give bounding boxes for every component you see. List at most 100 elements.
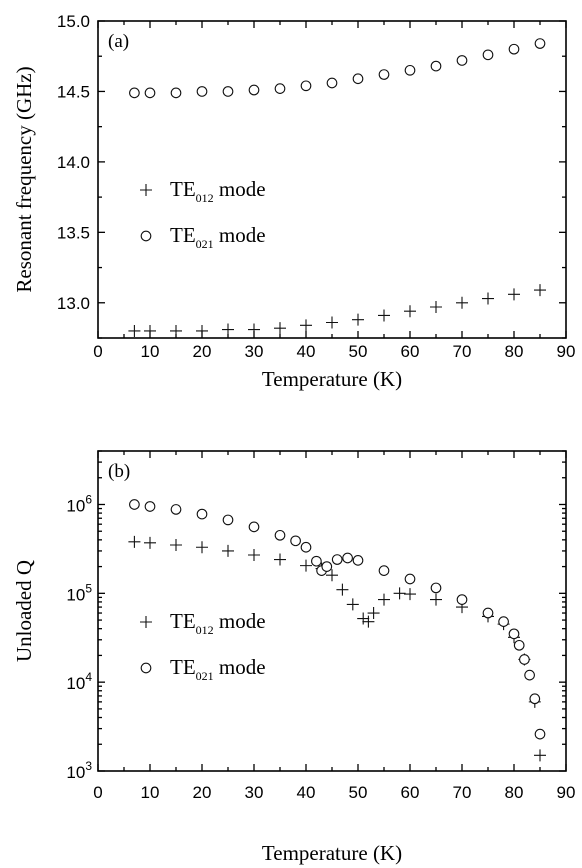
data-point — [222, 323, 234, 336]
data-point — [534, 728, 546, 740]
data-point — [534, 284, 546, 297]
y-tick-label: 13.0 — [57, 294, 90, 313]
data-point — [529, 693, 541, 705]
x-tick-label: 60 — [401, 783, 420, 802]
y-tick-label: 14.0 — [57, 153, 90, 172]
x-tick-label: 40 — [297, 783, 316, 802]
x-tick-label: 10 — [141, 342, 160, 361]
data-point — [274, 529, 286, 541]
data-point — [222, 86, 234, 97]
x-tick-label: 0 — [93, 783, 102, 802]
data-point — [456, 55, 468, 66]
data-point — [326, 316, 338, 329]
data-point — [331, 554, 343, 565]
data-point — [300, 541, 312, 553]
data-point — [346, 598, 359, 611]
y-tick-label: 13.5 — [57, 223, 90, 242]
x-tick-label: 70 — [453, 783, 472, 802]
data-point — [144, 324, 156, 337]
y-tick-label: 15.0 — [57, 12, 90, 31]
data-point — [456, 594, 468, 605]
data-point — [248, 521, 260, 533]
data-point — [144, 87, 156, 99]
data-point — [357, 612, 370, 625]
series-plus — [128, 535, 546, 762]
x-tick-label: 90 — [557, 783, 576, 802]
legend-marker — [140, 662, 152, 674]
y-axis-label: Unloaded Q — [12, 560, 36, 662]
data-point — [456, 296, 468, 309]
x-tick-label: 20 — [193, 342, 212, 361]
data-point — [248, 84, 260, 96]
y-tick-label: 103 — [66, 759, 92, 782]
plot-frame — [97, 450, 567, 772]
data-point — [378, 69, 390, 80]
panel-label: (b) — [108, 461, 130, 482]
series-circle — [129, 499, 546, 740]
y-axis-label: Resonant frequency (GHz) — [12, 66, 36, 292]
data-point — [311, 555, 322, 567]
data-point — [534, 38, 546, 49]
series-plus — [128, 284, 546, 337]
data-point — [196, 324, 208, 337]
data-point — [404, 64, 416, 76]
x-tick-label: 70 — [453, 342, 472, 361]
data-point — [513, 639, 525, 651]
data-point — [300, 80, 312, 92]
x-tick-label: 10 — [141, 783, 160, 802]
data-point — [321, 561, 333, 572]
data-point — [362, 615, 375, 628]
x-tick-label: 90 — [557, 342, 576, 361]
data-point — [326, 77, 338, 89]
data-point — [222, 544, 234, 557]
y-tick-label: 105 — [66, 581, 92, 604]
x-tick-label: 30 — [245, 783, 264, 802]
x-tick-label: 80 — [505, 342, 524, 361]
x-tick-label: 60 — [401, 342, 420, 361]
data-point — [170, 504, 182, 515]
data-point — [430, 301, 442, 314]
data-point — [170, 324, 182, 337]
data-point — [290, 535, 301, 547]
data-point — [274, 322, 286, 335]
data-point — [248, 549, 260, 562]
legend-marker — [140, 616, 152, 628]
x-tick-label: 50 — [349, 342, 368, 361]
x-axis-label: Temperature (K) — [262, 367, 402, 391]
legend-marker — [140, 184, 152, 196]
legend-entry: TE021 mode — [170, 223, 266, 251]
x-axis-label: Temperature (K) — [262, 841, 402, 865]
data-point — [482, 49, 494, 61]
legend-entry: TE012 mode — [170, 609, 266, 637]
data-point — [430, 582, 442, 594]
data-point — [404, 573, 416, 585]
data-point — [352, 313, 364, 326]
series-circle — [129, 38, 546, 99]
data-point — [524, 669, 535, 681]
data-point — [342, 552, 353, 564]
data-point — [508, 43, 520, 55]
data-point — [352, 555, 364, 566]
x-tick-label: 20 — [193, 783, 212, 802]
panel-a: 0 10 20 30 40 50 60 70 80 90 13.0 13.5 14.0 14.5 15.0 T… — [12, 12, 575, 391]
data-point — [222, 514, 234, 526]
x-tick-label: 0 — [93, 342, 102, 361]
data-point — [129, 499, 140, 510]
data-point — [170, 87, 182, 99]
data-point — [378, 593, 390, 606]
data-point — [430, 60, 442, 72]
data-point — [300, 559, 312, 572]
data-point — [508, 288, 520, 301]
y-tick-label: 104 — [66, 670, 92, 693]
data-point — [498, 616, 509, 627]
data-point — [128, 324, 141, 337]
data-point — [128, 535, 141, 548]
data-point — [336, 583, 349, 596]
data-point — [274, 83, 286, 94]
data-point — [196, 508, 208, 520]
data-point — [248, 323, 260, 336]
data-point — [326, 569, 338, 582]
panel-label: (a) — [108, 31, 129, 52]
data-point — [300, 319, 312, 332]
